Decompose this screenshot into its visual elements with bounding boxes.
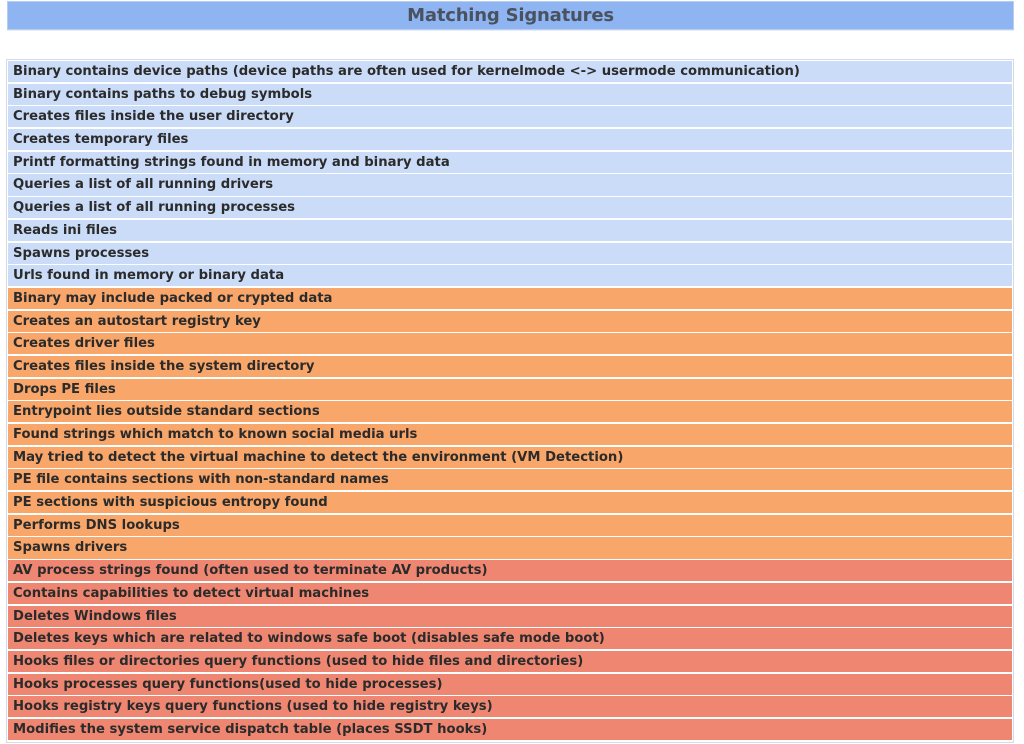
signature-row[interactable]: Entrypoint lies outside standard section… bbox=[8, 401, 1012, 423]
signature-label: Hooks processes query functions(used to … bbox=[13, 676, 443, 692]
signature-label: Queries a list of all running processes bbox=[13, 200, 296, 216]
signature-row[interactable]: Modifies the system service dispatch tab… bbox=[8, 718, 1012, 741]
signature-row[interactable]: Deletes Windows files bbox=[8, 605, 1012, 627]
signature-row[interactable]: Spawns processes bbox=[8, 242, 1012, 264]
signature-label: Hooks files or directories query functio… bbox=[13, 653, 584, 669]
section-header: Matching Signatures bbox=[7, 1, 1014, 30]
signature-label: Entrypoint lies outside standard section… bbox=[13, 404, 320, 420]
signature-row[interactable]: Contains capabilities to detect virtual … bbox=[8, 582, 1012, 604]
signature-row[interactable]: PE sections with suspicious entropy foun… bbox=[8, 492, 1012, 514]
signatures-table: Binary contains device paths (device pat… bbox=[6, 59, 1014, 743]
signature-row[interactable]: Creates temporary files bbox=[8, 129, 1012, 151]
signature-label: Creates files inside the system director… bbox=[13, 358, 315, 374]
signature-row[interactable]: Reads ini files bbox=[8, 219, 1012, 241]
signature-row[interactable]: Creates driver files bbox=[8, 333, 1012, 355]
signature-row[interactable]: Deletes keys which are related to window… bbox=[8, 628, 1012, 650]
signature-label: Hooks registry keys query functions (use… bbox=[13, 699, 493, 715]
signature-label: Deletes Windows files bbox=[13, 608, 177, 624]
signature-row[interactable]: PE file contains sections with non-stand… bbox=[8, 469, 1012, 491]
signature-row[interactable]: Printf formatting strings found in memor… bbox=[8, 151, 1012, 173]
signature-row[interactable]: Queries a list of all running drivers bbox=[8, 174, 1012, 196]
signature-label: Creates an autostart registry key bbox=[13, 313, 261, 329]
signature-label: Queries a list of all running drivers bbox=[13, 177, 274, 193]
signature-label: Drops PE files bbox=[13, 381, 116, 397]
signature-label: Binary contains device paths (device pat… bbox=[13, 64, 800, 80]
signature-label: Binary contains paths to debug symbols bbox=[13, 86, 313, 102]
signature-label: Spawns drivers bbox=[13, 540, 128, 556]
signature-row[interactable]: Spawns drivers bbox=[8, 537, 1012, 559]
signature-label: Contains capabilities to detect virtual … bbox=[13, 585, 370, 601]
signature-row[interactable]: Hooks processes query functions(used to … bbox=[8, 673, 1012, 695]
signature-row[interactable]: Found strings which match to known socia… bbox=[8, 424, 1012, 446]
signature-label: PE sections with suspicious entropy foun… bbox=[13, 495, 328, 511]
signature-row[interactable]: Urls found in memory or binary data bbox=[8, 265, 1012, 287]
signature-row[interactable]: May tried to detect the virtual machine … bbox=[8, 446, 1012, 468]
signature-row[interactable]: Creates files inside the system director… bbox=[8, 355, 1012, 378]
signature-label: Creates files inside the user directory bbox=[13, 109, 294, 125]
signature-row[interactable]: AV process strings found (often used to … bbox=[8, 560, 1012, 582]
signature-row[interactable]: Creates files inside the user directory bbox=[8, 106, 1012, 128]
signature-label: Creates temporary files bbox=[13, 132, 189, 148]
signature-row[interactable]: Drops PE files bbox=[8, 378, 1012, 400]
signature-row[interactable]: Queries a list of all running processes bbox=[8, 197, 1012, 219]
signature-label: Performs DNS lookups bbox=[13, 517, 180, 533]
signature-row[interactable]: Binary may include packed or crypted dat… bbox=[8, 287, 1012, 309]
signature-label: Found strings which match to known socia… bbox=[13, 427, 418, 443]
signature-row[interactable]: Creates an autostart registry key bbox=[8, 310, 1012, 332]
signature-row[interactable]: Binary contains device paths (device pat… bbox=[8, 61, 1012, 83]
signature-label: Reads ini files bbox=[13, 222, 117, 238]
signature-label: May tried to detect the virtual machine … bbox=[13, 449, 624, 465]
signature-label: Spawns processes bbox=[13, 245, 150, 261]
signature-label: Printf formatting strings found in memor… bbox=[13, 154, 450, 170]
signature-row[interactable]: Binary contains paths to debug symbols bbox=[8, 83, 1012, 105]
page-title: Matching Signatures bbox=[407, 5, 614, 26]
signature-label: Creates driver files bbox=[13, 336, 155, 352]
signature-row[interactable]: Hooks registry keys query functions (use… bbox=[8, 696, 1012, 718]
signature-label: Binary may include packed or crypted dat… bbox=[13, 290, 333, 306]
signature-label: AV process strings found (often used to … bbox=[13, 563, 488, 579]
signature-label: Deletes keys which are related to window… bbox=[13, 631, 605, 647]
signature-label: Urls found in memory or binary data bbox=[13, 268, 285, 284]
signature-row[interactable]: Hooks files or directories query functio… bbox=[8, 650, 1012, 672]
signature-label: PE file contains sections with non-stand… bbox=[13, 472, 389, 488]
signature-label: Modifies the system service dispatch tab… bbox=[13, 721, 488, 737]
signature-row[interactable]: Performs DNS lookups bbox=[8, 514, 1012, 536]
